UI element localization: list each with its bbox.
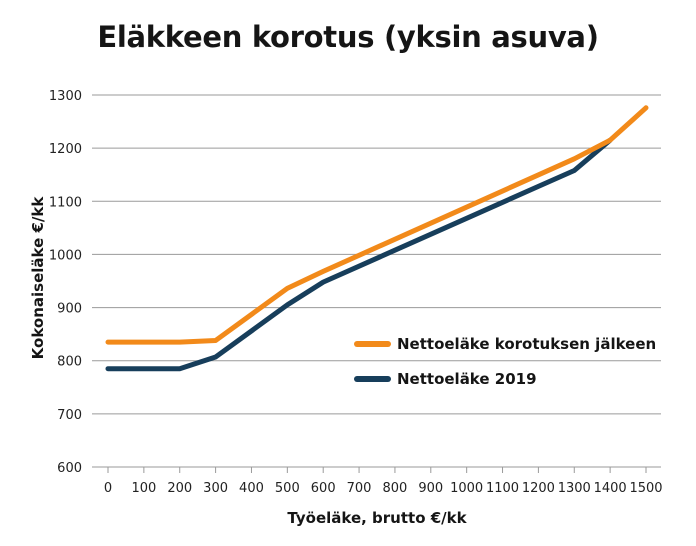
y-tick-label: 900 [57,302,82,317]
y-tick-label: 700 [57,408,82,423]
legend: Nettoeläke korotuksen jälkeen Nettoeläke … [354,335,656,388]
y-axis-ticks: 600 700 800 900 1000 1100 1200 1300 [49,89,82,476]
x-tick-label: 700 [347,481,372,496]
gridlines [92,94,661,468]
x-tick-label: 100 [131,481,156,496]
series-line-0 [105,105,649,345]
legend-label: Nettoeläke korotuksen jälkeen [397,335,656,353]
x-tick-label: 0 [104,481,112,496]
x-tick-label: 900 [418,481,443,496]
x-tick-label: 1300 [558,481,591,496]
x-tick-label: 300 [203,481,228,496]
x-tick-label: 1100 [486,481,519,496]
x-axis-title: Työeläke, brutto €/kk [287,509,467,527]
x-tick-label: 200 [167,481,192,496]
x-tick-label: 400 [239,481,264,496]
x-tick-label: 500 [275,481,300,496]
y-axis-title: Kokonaiseläke €/kk [29,196,47,360]
y-tick-label: 1200 [49,142,82,157]
legend-label: Nettoeläke 2019 [397,370,537,388]
x-tick-label: 600 [311,481,336,496]
y-tick-label: 1100 [49,195,82,210]
y-tick-label: 800 [57,355,82,370]
y-tick-label: 1300 [49,89,82,104]
x-tick-label: 1200 [522,481,555,496]
chart-title: Eläkkeen korotus (yksin asuva) [97,20,599,54]
series-lines [105,105,649,372]
y-tick-label: 1000 [49,248,82,263]
series-line-1 [105,137,613,372]
x-tick-label: 800 [383,481,408,496]
x-tick-label: 1400 [594,481,627,496]
x-axis-ticks: 0 100 200 300 400 500 600 700 800 900 1000 1100 1200… [104,467,663,496]
x-tick-label: 1000 [450,481,483,496]
x-tick-label: 1500 [629,481,662,496]
y-tick-label: 600 [57,461,82,476]
